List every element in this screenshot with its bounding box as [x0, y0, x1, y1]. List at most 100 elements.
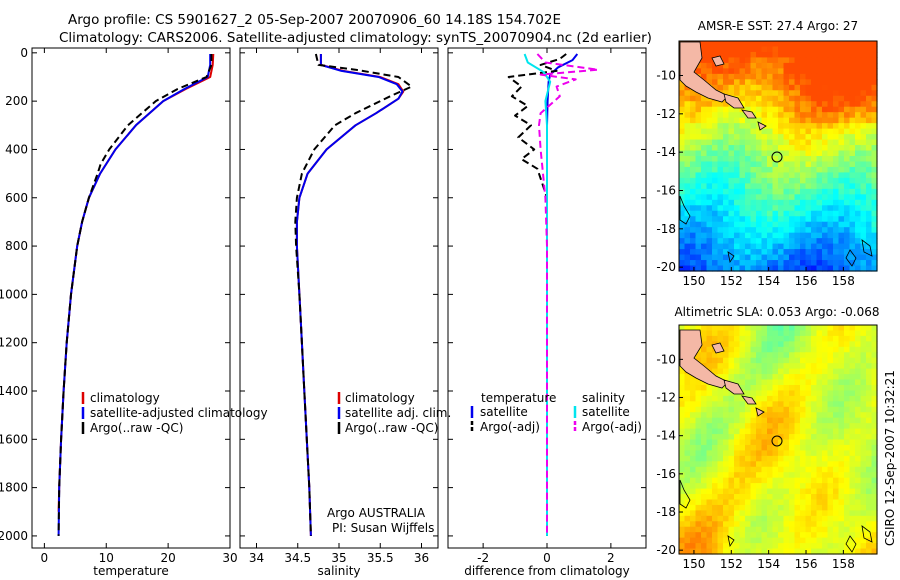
- map-pixel: [739, 238, 746, 245]
- map-pixel: [756, 238, 763, 245]
- map-pixel: [838, 526, 845, 533]
- map-pixel: [767, 488, 774, 495]
- map-pixel: [838, 62, 845, 69]
- map-pixel: [816, 210, 823, 217]
- map-pixel: [811, 330, 818, 337]
- map-pixel: [866, 101, 873, 108]
- map-pixel: [789, 472, 796, 479]
- map-pixel: [833, 238, 840, 245]
- map-pixel: [827, 112, 834, 119]
- map-pixel: [679, 265, 686, 272]
- map-pixel: [822, 423, 829, 430]
- map-pixel: [756, 548, 763, 555]
- map-pixel: [701, 330, 708, 337]
- map-pixel: [855, 330, 862, 337]
- map-pixel: [871, 494, 878, 501]
- map-pixel: [816, 68, 823, 75]
- map-pixel: [701, 466, 708, 473]
- map-pixel: [761, 384, 768, 392]
- map-pixel: [866, 488, 873, 495]
- map-pixel: [695, 117, 702, 124]
- map-pixel: [701, 417, 708, 424]
- map-pixel: [712, 483, 719, 490]
- sla-map-frame: [678, 324, 878, 555]
- map-pixel: [695, 472, 702, 479]
- map-pixel: [695, 227, 702, 234]
- map-pixel: [871, 183, 878, 190]
- map-pixel: [833, 537, 840, 544]
- map-pixel: [789, 62, 796, 69]
- map-pixel: [827, 73, 834, 80]
- map-pixel: [789, 510, 796, 517]
- map-pixel: [838, 384, 845, 392]
- map-pixel: [761, 548, 768, 555]
- map-pixel: [767, 156, 774, 163]
- map-pixel: [728, 526, 735, 533]
- map-pixel: [860, 243, 867, 250]
- map-pixel: [805, 210, 812, 217]
- map-pixel: [739, 341, 746, 348]
- map-pixel: [794, 260, 801, 267]
- map-pixel: [783, 434, 790, 441]
- map-pixel: [794, 227, 801, 234]
- map-pixel: [866, 205, 873, 212]
- map-pixel: [734, 488, 741, 495]
- map-pixel: [800, 526, 807, 533]
- map-pixel: [761, 161, 768, 168]
- map-pixel: [739, 79, 746, 86]
- map-pixel: [767, 537, 774, 544]
- map-pixel: [706, 62, 713, 69]
- map-pixel: [849, 117, 856, 124]
- map-pixel: [717, 145, 724, 152]
- map-pixel: [811, 57, 818, 64]
- map-pixel: [767, 543, 774, 550]
- map-pixel: [866, 249, 873, 256]
- map-pixel: [783, 532, 790, 539]
- map-pixel: [761, 499, 768, 506]
- map-pixel: [723, 210, 730, 217]
- map-pixel: [701, 477, 708, 484]
- map-pixel: [761, 412, 768, 419]
- map-pixel: [855, 401, 862, 408]
- map-pixel: [684, 260, 691, 267]
- y-tick-label: 0: [20, 46, 28, 60]
- map-pixel: [695, 205, 702, 212]
- map-pixel: [750, 461, 757, 468]
- map-pixel: [855, 510, 862, 517]
- map-pixel: [750, 352, 757, 359]
- map-pixel: [712, 150, 719, 157]
- map-pixel: [712, 101, 719, 108]
- map-x-tick-label: 150: [682, 557, 705, 571]
- map-pixel: [690, 172, 697, 179]
- map-pixel: [756, 504, 763, 511]
- map-pixel: [855, 352, 862, 359]
- map-pixel: [750, 51, 757, 59]
- map-pixel: [717, 412, 724, 419]
- map-pixel: [805, 260, 812, 267]
- map-pixel: [767, 221, 774, 228]
- map-pixel: [789, 384, 796, 392]
- map-pixel: [728, 260, 735, 267]
- map-pixel: [695, 150, 702, 157]
- map-pixel: [684, 384, 691, 392]
- map-pixel: [789, 216, 796, 223]
- map-pixel: [745, 543, 752, 550]
- map-pixel: [745, 521, 752, 528]
- map-pixel: [695, 450, 702, 457]
- map-pixel: [761, 188, 768, 195]
- map-pixel: [844, 62, 851, 69]
- map-pixel: [783, 139, 790, 146]
- map-pixel: [833, 461, 840, 468]
- map-pixel: [811, 41, 818, 48]
- map-pixel: [712, 494, 719, 501]
- map-pixel: [761, 249, 768, 256]
- map-pixel: [767, 357, 774, 364]
- map-pixel: [778, 194, 785, 201]
- map-pixel: [866, 139, 873, 146]
- map-pixel: [800, 145, 807, 152]
- map-pixel: [761, 106, 768, 113]
- map-pixel: [827, 417, 834, 424]
- map-pixel: [739, 384, 746, 392]
- map-pixel: [684, 401, 691, 408]
- map-pixel: [800, 188, 807, 195]
